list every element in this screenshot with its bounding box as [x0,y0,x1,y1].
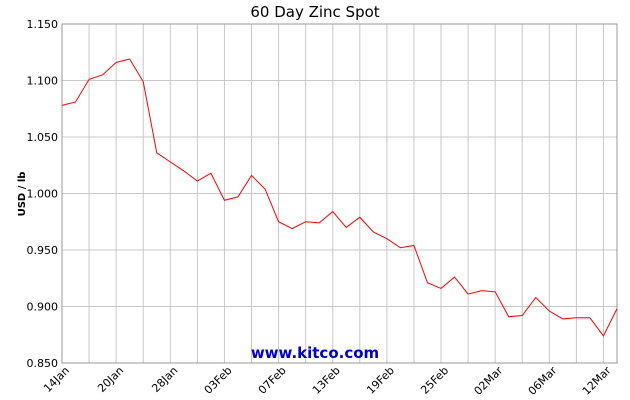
plot [61,58,618,337]
y-tick-label: 1.150 [27,18,59,31]
x-tick-label: 19Feb [364,364,397,397]
y-tick-label: 1.100 [27,75,59,88]
data-line [61,58,618,337]
x-tick-label: 06Mar [526,364,560,398]
x-tick-label: 03Feb [202,364,235,397]
plot-frame [61,23,618,364]
x-tick-label: 20Jan [95,364,126,395]
grid [61,23,618,364]
y-tick-label: 1.000 [27,188,59,201]
y-tick-label: 0.950 [27,244,59,257]
x-tick-label: 25Feb [418,364,451,397]
watermark: www.kitco.com [251,344,379,362]
x-tick-label: 12Mar [580,364,614,398]
chart-title: 60 Day Zinc Spot [250,3,379,21]
y-tick-label: 1.050 [27,131,59,144]
x-tick-label: 02Mar [472,364,506,398]
y-axis-label: USD / lb [17,172,28,217]
x-tick-label: 13Feb [310,364,343,397]
x-tick-label: 28Jan [149,364,180,395]
x-tick-label: 07Feb [256,364,289,397]
y-tick-label: 0.900 [27,301,59,314]
y-tick-label: 0.850 [27,357,59,370]
